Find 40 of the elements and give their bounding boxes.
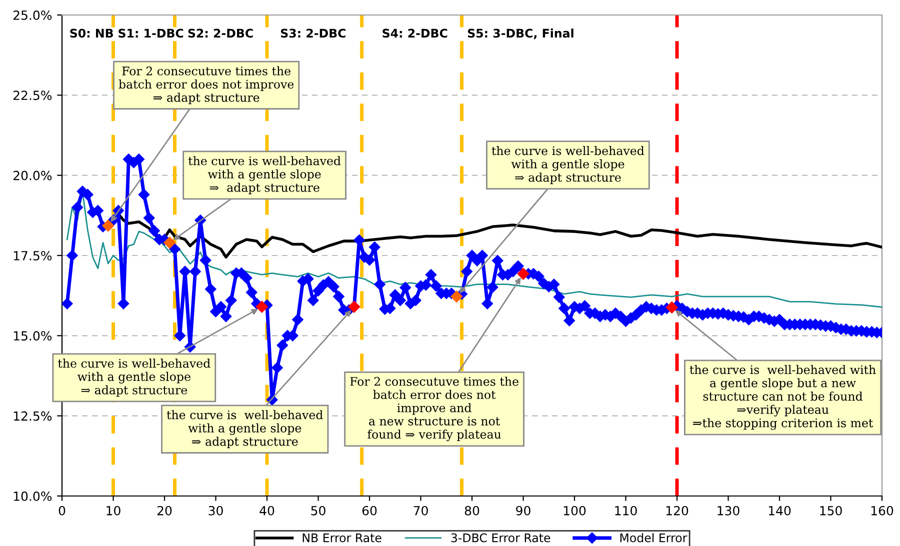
annotation: For 2 consecutuve times the batch error does not improve ⇒ adapt structure — [118, 66, 294, 104]
x-tick-label: 110 — [615, 506, 637, 516]
x-tick-label: 20 — [157, 506, 172, 516]
x-tick-label: 40 — [260, 506, 274, 516]
annotation: the curve is well-behaved with a gentle slope ⇒ adapt structure — [166, 410, 323, 448]
y-tick-label: 17.5% — [14, 250, 52, 260]
annotation: S3: 2-DBC — [280, 28, 346, 38]
annotation: the curve is well-behaved with a gentle slope ⇒ adapt structure — [58, 358, 210, 397]
x-tick-label: 30 — [208, 506, 223, 516]
x-tick-label: 130 — [718, 506, 740, 516]
x-tick-label: 50 — [311, 506, 326, 516]
y-tick-label: 15.0% — [14, 331, 52, 341]
x-tick-label: 90 — [516, 506, 530, 516]
annotation: the curve is well-behaved with a gentle slope ⇒ adapt structure — [492, 146, 644, 184]
annotation: S5: 3-DBC, Final — [468, 28, 574, 40]
x-tick-label: 150 — [820, 506, 842, 516]
x-tick-label: 0 — [58, 506, 66, 516]
x-tick-label: 160 — [871, 506, 894, 516]
y-tick-label: 12.5% — [14, 411, 52, 421]
annotation: S2: 2-DBC — [188, 28, 253, 38]
annotation: the curve is well-behaved with a gentle slope but a new structure can not be found ⇒verify plateau ⇒the stopping criterion is met — [690, 364, 876, 430]
annotation: S4: 2-DBC — [382, 28, 448, 38]
y-tick-label: 20.0% — [13, 170, 52, 180]
x-tick-label: 100 — [564, 506, 586, 516]
y-tick-label: 10.0% — [14, 491, 52, 501]
annotation: the curve is well-behaved with a gentle slope ⇒ adapt structure — [188, 156, 341, 194]
x-tick-label: 80 — [464, 506, 480, 516]
x-tick-label: 140 — [768, 506, 791, 516]
x-tick-label: 60 — [362, 506, 377, 516]
x-tick-label: 10 — [106, 506, 120, 516]
y-tick-label: 25.0% — [13, 10, 52, 20]
annotation: S0: NB — [70, 28, 113, 38]
annotation: For 2 consecutuve times the batch error does not improve and a new structure is not found ⇒ verify plateau — [350, 376, 518, 442]
annotation: S1: 1-DBC — [118, 28, 184, 38]
legend-label: Model Error — [620, 533, 688, 542]
x-tick-label: 70 — [414, 506, 428, 516]
y-tick-label: 22.5% — [13, 90, 52, 100]
x-tick-label: 120 — [666, 506, 688, 516]
legend-label: 3-DBC Error Rate — [451, 533, 550, 542]
legend-label: NB Error Rate — [302, 533, 382, 542]
